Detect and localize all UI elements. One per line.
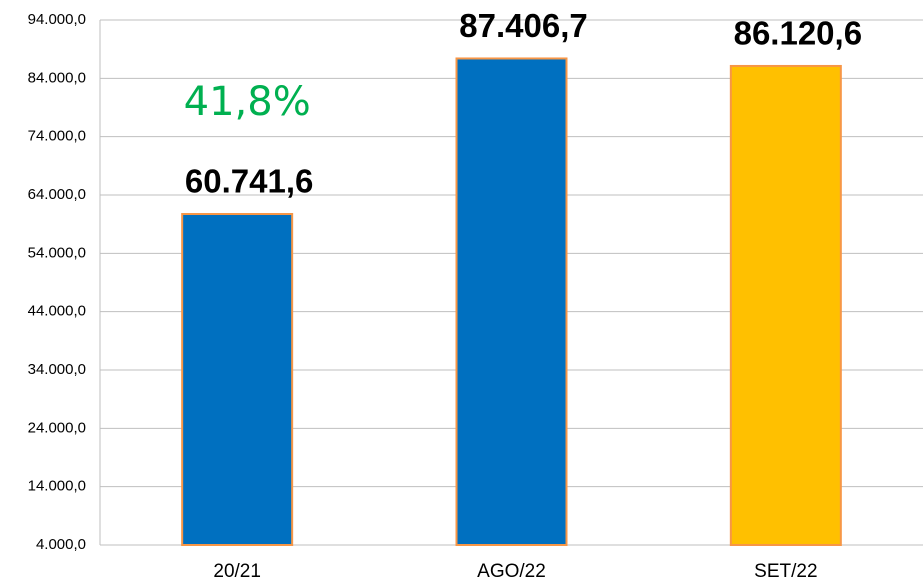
y-tick-label: 44.000,0 — [28, 303, 86, 320]
annotation: 41,8% — [184, 79, 311, 125]
data-label: 60.741,6 — [185, 163, 313, 200]
y-tick-label: 84.000,0 — [28, 69, 86, 86]
y-tick-label: 14.000,0 — [28, 478, 86, 495]
x-tick-label: AGO/22 — [477, 561, 546, 582]
data-label: 87.406,7 — [459, 7, 587, 44]
y-tick-label: 34.000,0 — [28, 361, 86, 378]
x-tick-label: SET/22 — [754, 561, 817, 582]
y-tick-label: 24.000,0 — [28, 419, 86, 436]
bar — [729, 64, 842, 546]
data-label: 86.120,6 — [734, 15, 862, 52]
y-tick-label: 74.000,0 — [28, 128, 86, 145]
y-tick-label: 64.000,0 — [28, 186, 86, 203]
y-tick-label: 54.000,0 — [28, 244, 86, 261]
y-tick-label: 94.000,0 — [28, 11, 86, 28]
bar — [455, 57, 568, 547]
bar — [181, 213, 294, 547]
x-tick-label: 20/21 — [213, 561, 261, 582]
y-tick-label: 4.000,0 — [36, 536, 86, 553]
